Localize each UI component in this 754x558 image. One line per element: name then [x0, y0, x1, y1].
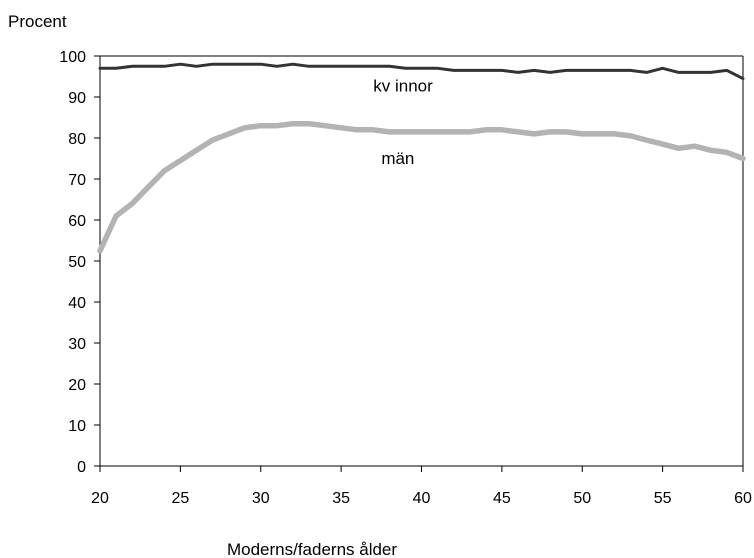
x-tick-label: 60 [734, 490, 752, 507]
series-group [97, 62, 746, 254]
y-tick-label: 100 [59, 49, 86, 66]
x-tick-label: 25 [171, 490, 189, 507]
x-tick-label: 50 [573, 490, 591, 507]
y-tick-label: 90 [68, 90, 86, 107]
y-tick-label: 0 [77, 459, 86, 476]
axes: 0 10 20 30 40 50 60 70 80 90 100 20 25 30 35 40 45 50 55 60 [59, 49, 752, 507]
x-tick-label: 45 [493, 490, 511, 507]
series-labels: kv innor män [373, 76, 433, 168]
x-axis-label: Moderns/faderns ålder [227, 540, 397, 558]
x-tick-label: 20 [91, 490, 109, 507]
y-axis-label: Procent [8, 12, 67, 31]
y-tick-label: 40 [68, 295, 86, 312]
x-tick-label: 55 [654, 490, 672, 507]
series-line-man [97, 120, 746, 254]
x-tick-label: 35 [332, 490, 350, 507]
y-tick-label: 20 [68, 377, 86, 394]
y-tick-label: 70 [68, 172, 86, 189]
y-tick-label: 60 [68, 213, 86, 230]
y-tick-label: 80 [68, 131, 86, 148]
series-label-kvinnor: kv innor [373, 76, 433, 95]
x-tick-label: 40 [413, 490, 431, 507]
y-tick-label: 10 [68, 418, 86, 435]
y-tick-label: 50 [68, 254, 86, 271]
y-tick-label: 30 [68, 336, 86, 353]
series-line-kvinnor [98, 62, 745, 81]
series-label-man: män [381, 149, 414, 168]
x-tick-label: 30 [252, 490, 270, 507]
